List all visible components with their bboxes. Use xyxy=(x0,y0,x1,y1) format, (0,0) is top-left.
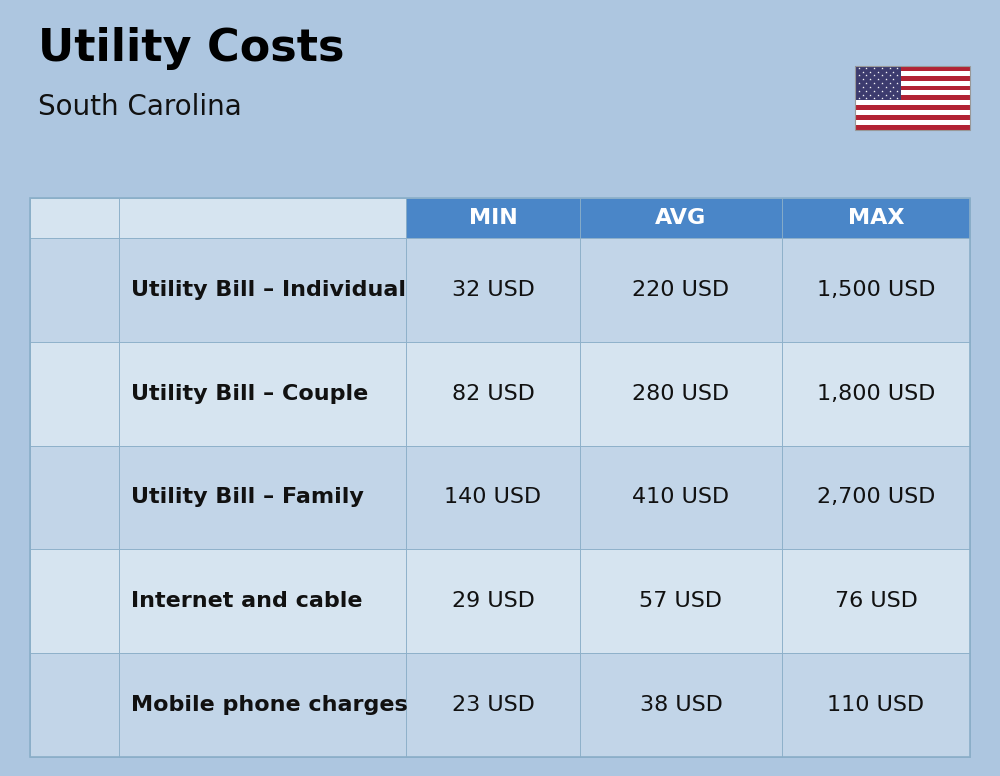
Bar xyxy=(406,238,580,341)
Bar xyxy=(782,653,970,757)
Text: MIN: MIN xyxy=(469,208,517,228)
Bar xyxy=(580,341,782,445)
Text: 29 USD: 29 USD xyxy=(452,591,534,611)
Bar xyxy=(782,341,970,445)
Text: Mobile phone charges: Mobile phone charges xyxy=(131,695,408,715)
Text: Utility Costs: Utility Costs xyxy=(38,27,344,70)
Bar xyxy=(406,341,580,445)
Bar xyxy=(855,66,901,100)
Text: 1,800 USD: 1,800 USD xyxy=(817,383,935,404)
Text: 82 USD: 82 USD xyxy=(452,383,534,404)
Bar xyxy=(855,100,970,105)
Bar xyxy=(580,445,782,549)
Bar xyxy=(30,341,119,445)
Bar xyxy=(30,198,119,238)
Bar xyxy=(855,91,970,95)
Text: Internet and cable: Internet and cable xyxy=(131,591,363,611)
Bar xyxy=(406,653,580,757)
Bar xyxy=(855,76,970,81)
Bar xyxy=(782,445,970,549)
Bar xyxy=(855,115,970,120)
Text: 38 USD: 38 USD xyxy=(640,695,722,715)
Text: 76 USD: 76 USD xyxy=(835,591,917,611)
Text: Utility Bill – Couple: Utility Bill – Couple xyxy=(131,383,369,404)
Bar xyxy=(119,198,406,238)
Text: 32 USD: 32 USD xyxy=(452,280,534,300)
Text: MAX: MAX xyxy=(848,208,904,228)
Bar xyxy=(119,445,406,549)
Text: 23 USD: 23 USD xyxy=(452,695,534,715)
Bar xyxy=(782,238,970,341)
Bar xyxy=(855,66,970,130)
Bar xyxy=(30,198,970,757)
Text: 140 USD: 140 USD xyxy=(444,487,542,508)
Bar xyxy=(580,653,782,757)
Bar xyxy=(855,105,970,110)
Bar xyxy=(30,549,119,653)
Bar xyxy=(119,238,406,341)
Bar xyxy=(119,653,406,757)
Text: 110 USD: 110 USD xyxy=(827,695,925,715)
Text: 410 USD: 410 USD xyxy=(632,487,730,508)
Bar xyxy=(406,445,580,549)
Bar xyxy=(782,549,970,653)
Bar xyxy=(855,85,970,91)
Bar xyxy=(30,445,119,549)
Bar xyxy=(855,71,970,76)
Bar xyxy=(782,198,970,238)
Text: Utility Bill – Individual: Utility Bill – Individual xyxy=(131,280,406,300)
Bar xyxy=(30,238,119,341)
Bar xyxy=(580,238,782,341)
Text: AVG: AVG xyxy=(655,208,707,228)
Text: 57 USD: 57 USD xyxy=(639,591,722,611)
Bar xyxy=(119,341,406,445)
Bar xyxy=(855,66,970,71)
Bar xyxy=(406,198,580,238)
Bar xyxy=(855,110,970,115)
Bar xyxy=(855,125,970,130)
Text: South Carolina: South Carolina xyxy=(38,93,242,121)
Bar xyxy=(580,549,782,653)
Text: 280 USD: 280 USD xyxy=(632,383,730,404)
Text: 220 USD: 220 USD xyxy=(632,280,730,300)
Bar xyxy=(406,549,580,653)
Text: 2,700 USD: 2,700 USD xyxy=(817,487,935,508)
Bar xyxy=(580,198,782,238)
Text: 1,500 USD: 1,500 USD xyxy=(817,280,935,300)
Bar xyxy=(119,549,406,653)
Bar xyxy=(855,81,970,85)
Bar xyxy=(855,120,970,125)
Text: Utility Bill – Family: Utility Bill – Family xyxy=(131,487,364,508)
Bar xyxy=(30,653,119,757)
Bar xyxy=(855,95,970,100)
